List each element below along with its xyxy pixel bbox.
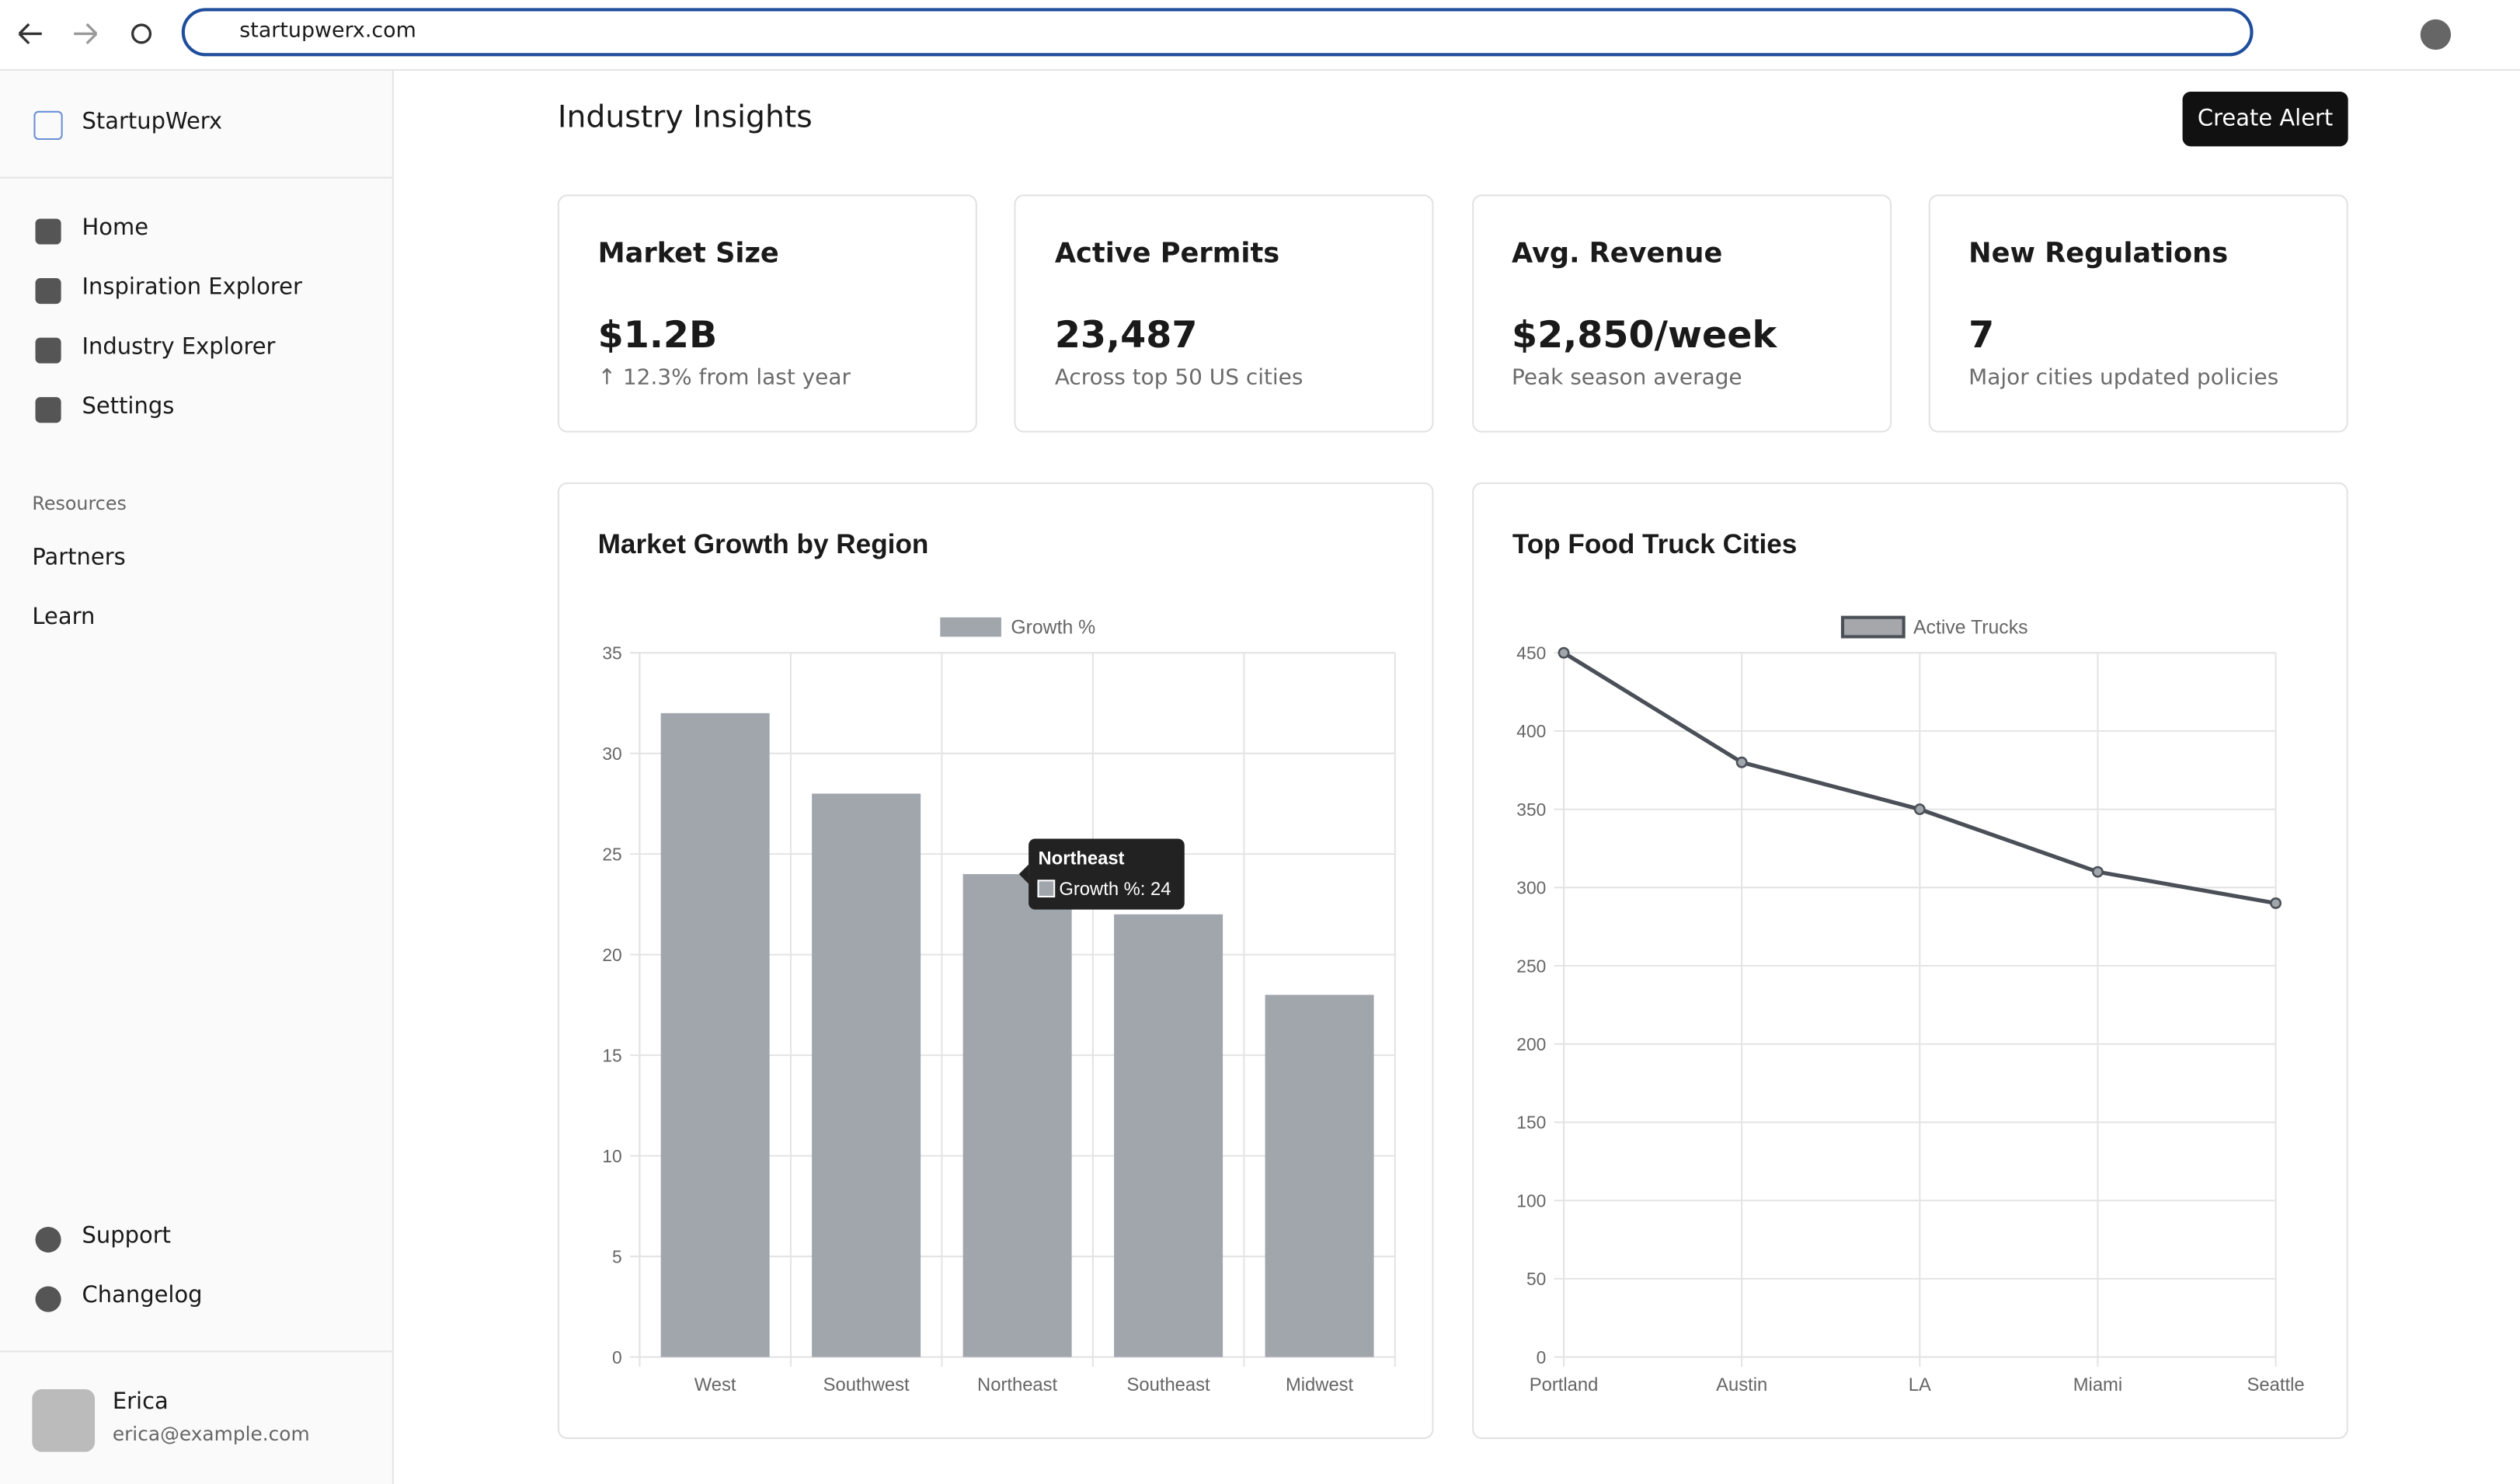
y-tick-label: 25 [602, 844, 621, 864]
x-tick-label: Southwest [823, 1374, 910, 1395]
card-value: 23,487 [1054, 315, 1198, 357]
y-tick-label: 30 [602, 744, 621, 764]
chart-title: Top Food Truck Cities [1512, 529, 1798, 559]
point [1735, 756, 1748, 768]
create-alert-button[interactable]: Create Alert [2182, 91, 2348, 147]
user-name: Erica [112, 1388, 169, 1416]
nav-icon [35, 278, 61, 305]
x-tick-label: Portland [1530, 1374, 1599, 1395]
card-title: Avg. Revenue [1511, 238, 1723, 270]
resource-link[interactable]: Partners [32, 545, 126, 571]
tooltip-box [1029, 838, 1185, 910]
y-tick-label: 0 [1537, 1347, 1547, 1367]
card-value: $2,850/week [1511, 315, 1777, 357]
x-tick-label: Southeast [1127, 1374, 1210, 1395]
point [2270, 897, 2282, 909]
tooltip: Northeast Growth %: 24 [1018, 838, 1185, 910]
nav-icon [35, 397, 61, 423]
y-tick-label: 100 [1516, 1190, 1546, 1211]
card-title: New Regulations [1968, 238, 2229, 270]
stat-card: New Regulations 7 Major cities updated pol… [1928, 194, 2348, 433]
y-tick-label: 250 [1516, 956, 1546, 976]
point [1913, 803, 1926, 816]
sidebar: StartupWerx Resources Erica erica@exampl… [0, 71, 394, 1484]
page-title: Industry Insights [557, 99, 813, 135]
brand-logo [33, 110, 63, 141]
x-tick-label: LA [1909, 1374, 1931, 1395]
nav-item[interactable]: Home [82, 215, 149, 242]
legend-swatch [1840, 615, 1906, 639]
y-tick-label: 150 [1516, 1113, 1546, 1133]
legend-label: Active Trucks [1913, 617, 2028, 638]
stat-card: Avg. Revenue $2,850/week Peak season avera… [1471, 194, 1892, 433]
y-tick-label: 450 [1516, 643, 1546, 663]
browser-bar: startupwerx.com [0, 0, 2520, 71]
y-tick-label: 350 [1516, 799, 1546, 820]
y-tick-label: 300 [1516, 878, 1546, 898]
divider [0, 176, 392, 179]
footer-item[interactable]: Changelog [82, 1283, 203, 1309]
user-avatar [32, 1388, 96, 1452]
card-title: Active Permits [1054, 238, 1280, 270]
legend-swatch [940, 617, 1001, 637]
card-note: Major cities updated policies [1968, 364, 2279, 391]
bar [1265, 995, 1374, 1357]
y-tick-label: 15 [602, 1045, 621, 1065]
x-tick-label: Seattle [2247, 1374, 2305, 1395]
nav-item[interactable]: Industry Explorer [82, 334, 276, 361]
tooltip-arrow [1018, 864, 1029, 884]
stat-card: Active Permits 23,487 Across top 50 US cit… [1015, 194, 1435, 433]
y-tick-label: 35 [602, 643, 621, 663]
x-tick-label: Midwest [1286, 1374, 1354, 1395]
x-tick-label: Miami [2073, 1374, 2122, 1395]
resource-link[interactable]: Learn [32, 604, 96, 631]
nav-buttons[interactable] [13, 16, 158, 52]
x-tick-label: West [694, 1374, 736, 1395]
nav-icon [35, 218, 61, 245]
user-email: erica@example.com [112, 1423, 310, 1446]
card-note: ↑ 12.3% from last year [597, 364, 851, 391]
tooltip-label: Growth %: 24 [1059, 879, 1171, 900]
bar [962, 874, 1072, 1357]
chart-title: Market Growth by Region [598, 529, 929, 559]
x-tick-label: Northeast [977, 1374, 1057, 1395]
resources-label: Resources [32, 492, 127, 515]
card-value: 7 [1968, 315, 1995, 357]
bar [660, 712, 770, 1357]
footer-item[interactable]: Support [82, 1223, 172, 1249]
point [2091, 866, 2104, 878]
footer-icon [35, 1286, 61, 1312]
y-tick-label: 0 [612, 1347, 622, 1367]
card-value: $1.2B [597, 315, 718, 357]
y-tick-label: 20 [602, 945, 621, 965]
y-tick-label: 5 [612, 1246, 622, 1266]
nav-item[interactable]: Settings [82, 394, 175, 420]
y-tick-label: 400 [1516, 721, 1546, 741]
card-title: Market Size [597, 238, 779, 270]
card-note: Peak season average [1511, 364, 1742, 391]
bar [1114, 914, 1223, 1357]
y-tick-label: 200 [1516, 1034, 1546, 1054]
y-tick-label: 50 [1526, 1269, 1546, 1289]
footer-icon [35, 1226, 61, 1253]
point [1558, 646, 1570, 659]
profile-avatar[interactable] [2420, 19, 2452, 51]
bar [812, 793, 921, 1357]
stat-card: Market Size $1.2B ↑ 12.3% from last year [557, 194, 977, 433]
brand-name[interactable]: StartupWerx [82, 109, 223, 135]
x-tick-label: Austin [1716, 1374, 1767, 1395]
divider [0, 1350, 392, 1353]
y-tick-label: 10 [602, 1146, 621, 1166]
legend-label: Growth % [1011, 617, 1095, 638]
nav-item[interactable]: Inspiration Explorer [82, 274, 302, 301]
nav-icon [35, 337, 61, 364]
tooltip-title: Northeast [1039, 848, 1125, 869]
address-bar[interactable]: startupwerx.com [181, 8, 2254, 57]
tooltip-swatch [1037, 880, 1056, 898]
card-note: Across top 50 US cities [1054, 364, 1304, 391]
